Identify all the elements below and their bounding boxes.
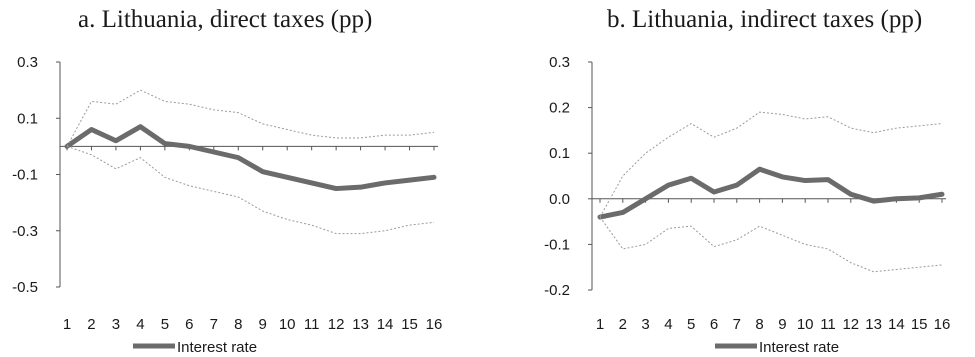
x-tick-label: 5 — [687, 316, 695, 333]
x-tick-label: 16 — [934, 316, 951, 333]
x-tick-label: 15 — [401, 316, 418, 333]
x-tick-label: 8 — [755, 316, 763, 333]
x-tick-label: 15 — [911, 316, 928, 333]
x-tick-label: 2 — [619, 316, 627, 333]
series-line-upper-band — [66, 89, 435, 147]
x-tick-label: 3 — [641, 316, 649, 333]
y-tick-label: -0.3 — [12, 223, 38, 240]
x-tick-label: 13 — [865, 316, 882, 333]
y-tick-label: -0.2 — [544, 282, 570, 299]
series-line-lower-band — [599, 216, 943, 273]
x-tick-label: 5 — [161, 316, 169, 333]
series-line-lower-band — [66, 145, 435, 235]
x-tick-label: 2 — [87, 316, 95, 333]
x-tick-label: 10 — [279, 316, 296, 333]
legend-label: Interest rate — [759, 339, 839, 356]
x-tick-label: 7 — [733, 316, 741, 333]
chart-a-title: a. Lithuania, direct taxes (pp) — [78, 6, 373, 33]
x-tick-label: 4 — [664, 316, 672, 333]
x-tick-label: 1 — [63, 316, 71, 333]
y-tick-label: -0.5 — [12, 279, 38, 296]
y-tick-label: 0.2 — [549, 100, 570, 117]
y-tick-label: 0.1 — [549, 145, 570, 162]
series-line-upper-band — [599, 111, 943, 218]
x-tick-label: 14 — [888, 316, 905, 333]
y-tick-label: -0.1 — [12, 167, 38, 184]
x-tick-label: 6 — [185, 316, 193, 333]
x-tick-label: 9 — [259, 316, 267, 333]
y-tick-label: 0.0 — [549, 191, 570, 208]
x-tick-label: 7 — [210, 316, 218, 333]
x-tick-label: 8 — [234, 316, 242, 333]
x-tick-label: 12 — [842, 316, 859, 333]
x-tick-label: 11 — [304, 316, 320, 333]
x-tick-label: 1 — [596, 316, 604, 333]
x-tick-label: 11 — [820, 316, 836, 333]
y-tick-label: 0.3 — [17, 54, 38, 71]
x-tick-label: 12 — [328, 316, 345, 333]
y-tick-label: 0.3 — [549, 54, 570, 71]
series-line-interest-rate — [597, 166, 945, 220]
y-tick-label: -0.1 — [544, 236, 570, 253]
x-tick-label: 10 — [797, 316, 814, 333]
x-tick-label: 14 — [377, 316, 394, 333]
x-tick-label: 6 — [710, 316, 718, 333]
series-line-interest-rate — [64, 124, 437, 192]
x-tick-label: 16 — [426, 316, 443, 333]
x-tick-label: 9 — [778, 316, 786, 333]
x-tick-label: 3 — [112, 316, 120, 333]
legend-label: Interest rate — [177, 339, 257, 356]
x-tick-label: 4 — [136, 316, 144, 333]
chart-b-title: b. Lithuania, indirect taxes (pp) — [607, 6, 923, 33]
y-tick-label: 0.1 — [17, 110, 38, 127]
x-tick-label: 13 — [352, 316, 369, 333]
